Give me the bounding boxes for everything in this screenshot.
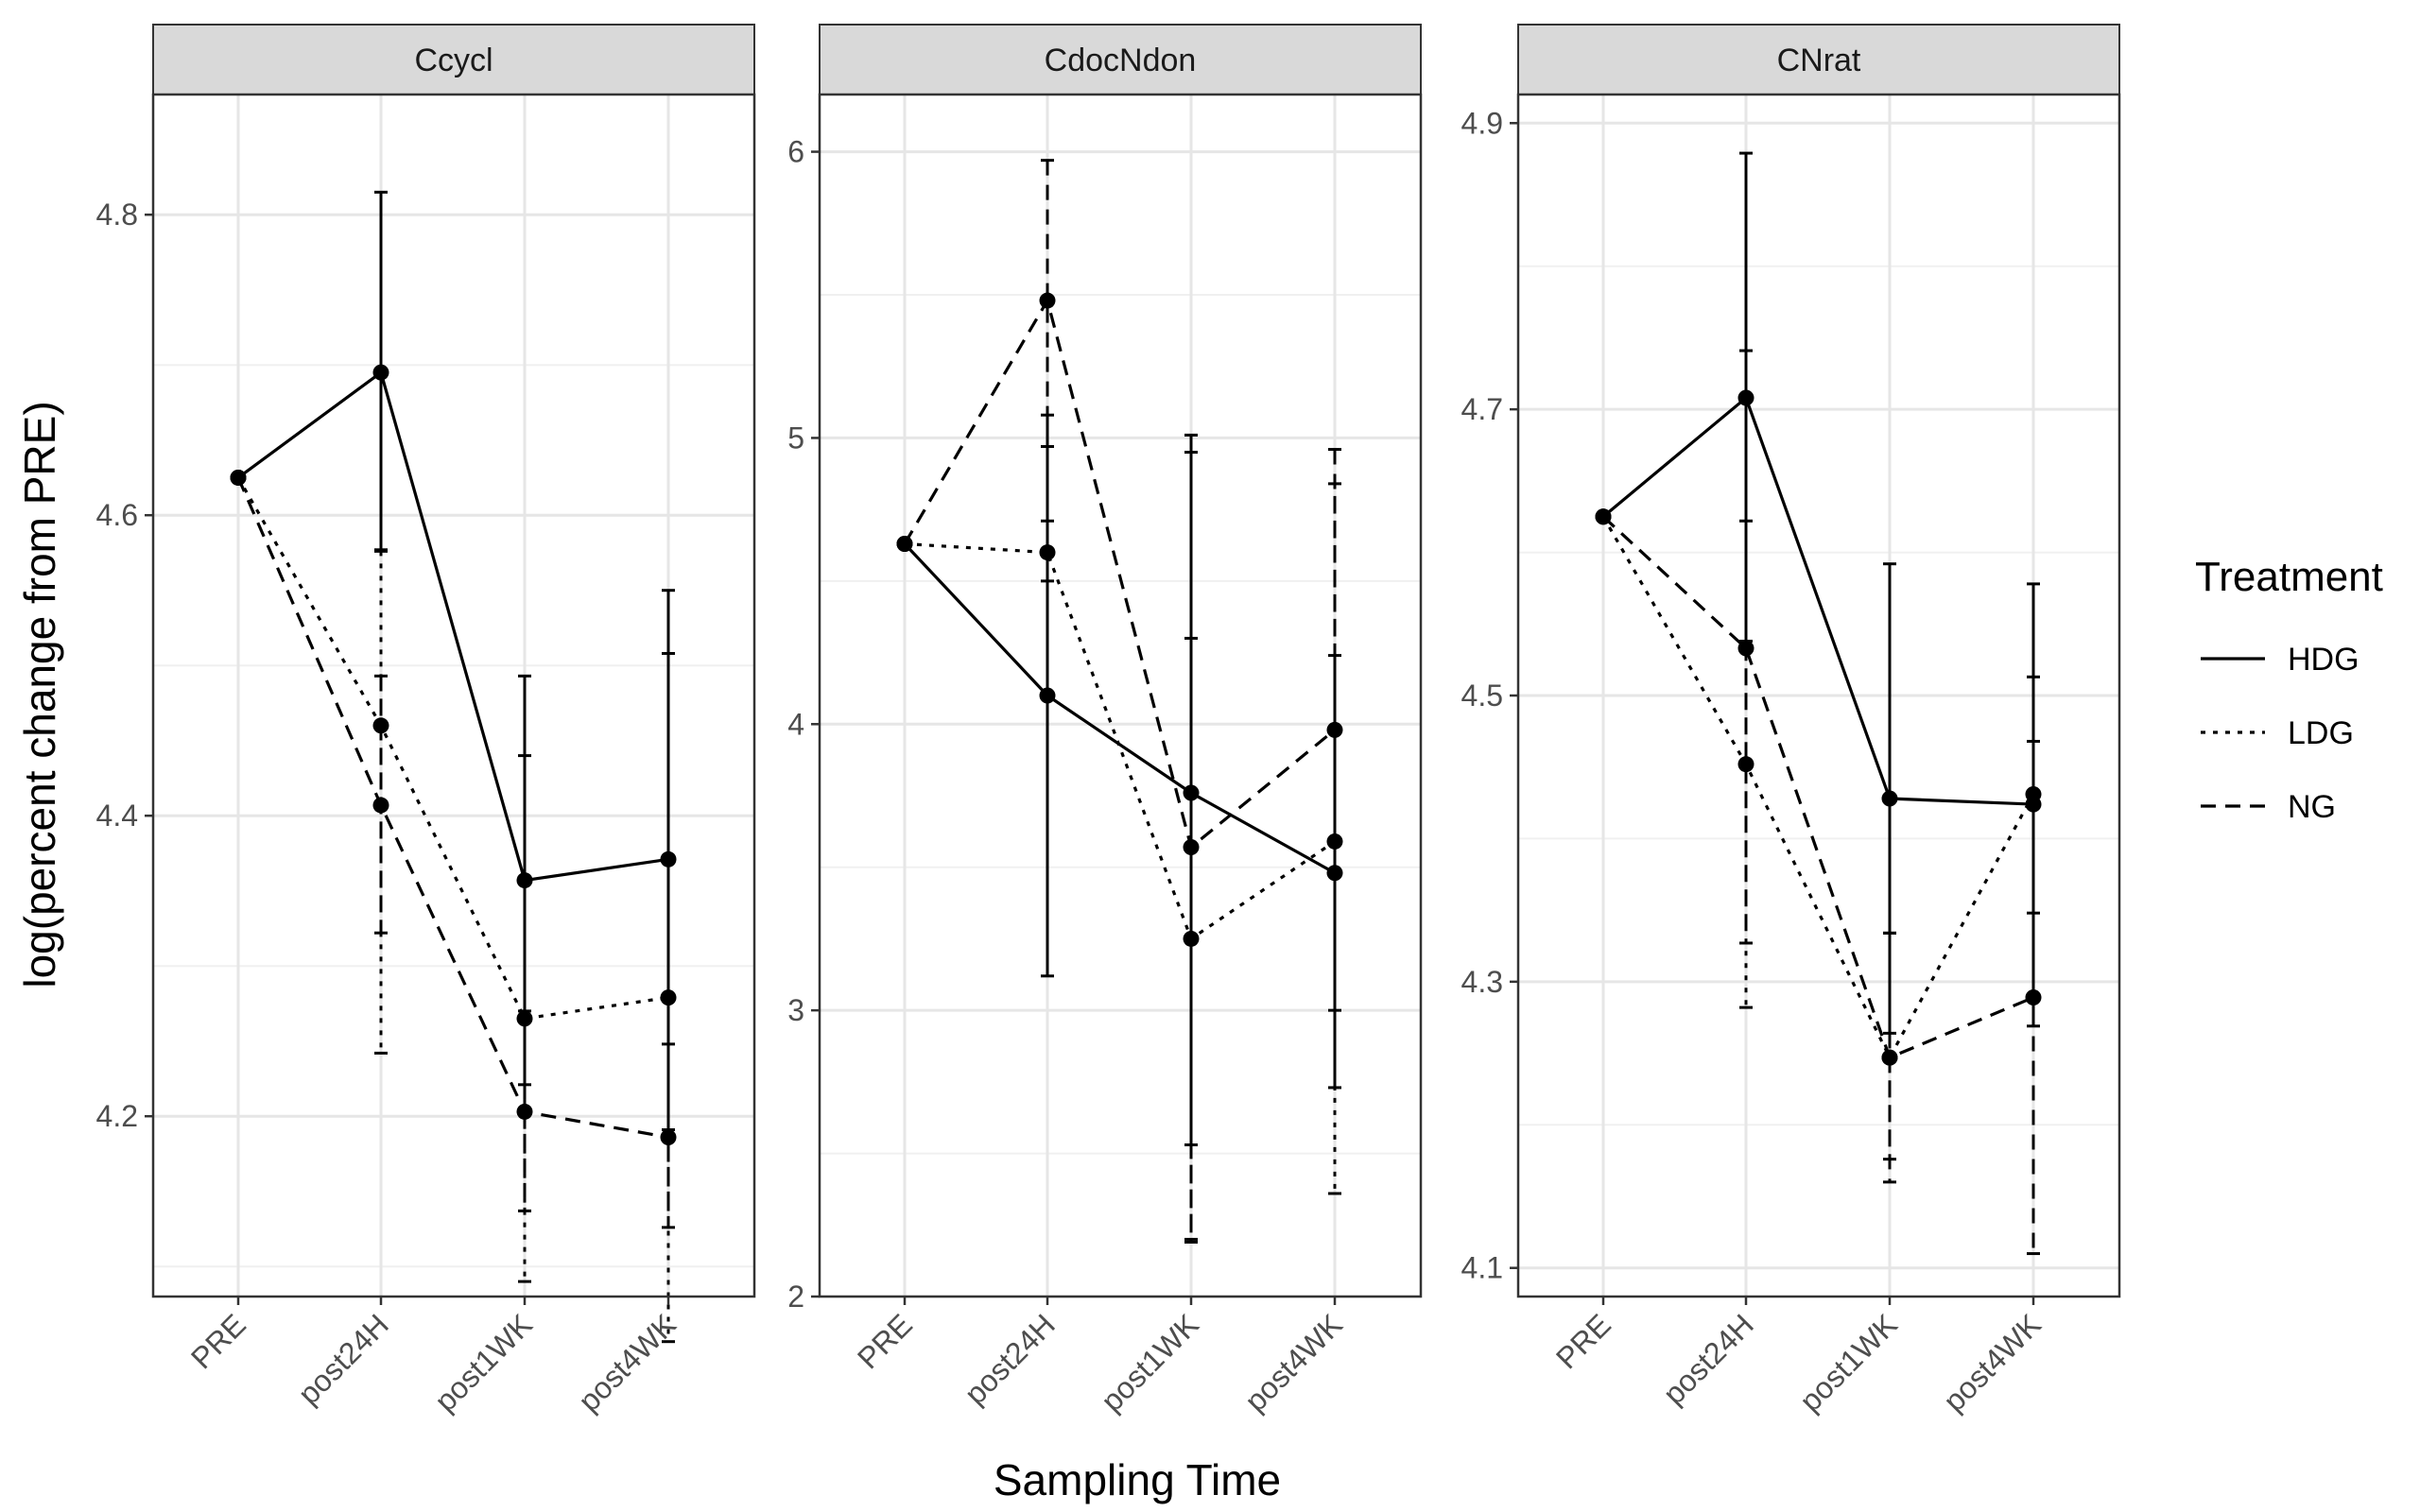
plot-background: [820, 94, 1421, 1297]
data-point: [1326, 721, 1343, 738]
series-ng: [230, 469, 677, 1229]
y-tick-label: 4.2: [96, 1099, 138, 1133]
legend-key-ldg: LDG: [2201, 715, 2354, 751]
data-point: [1039, 687, 1056, 704]
data-point: [660, 989, 677, 1006]
y-tick-label: 4.9: [1461, 106, 1503, 140]
data-point: [660, 1128, 677, 1145]
panel-strip-label: Ccycl: [414, 43, 493, 78]
data-point: [1737, 389, 1754, 406]
data-point: [1881, 1049, 1898, 1066]
y-tick-label: 2: [787, 1280, 804, 1314]
panel-strip-label: CNrat: [1777, 43, 1861, 78]
data-point: [1881, 790, 1898, 807]
data-point: [896, 535, 913, 552]
data-point: [1183, 930, 1200, 947]
y-tick-label: 4.6: [96, 498, 138, 532]
data-point: [1039, 292, 1056, 309]
series-line: [903, 296, 1337, 850]
data-point: [660, 850, 677, 868]
data-point: [1326, 833, 1343, 850]
panel-border: [151, 93, 756, 1298]
data-point: [230, 469, 247, 486]
legend-key-label: LDG: [2288, 715, 2354, 751]
data-point: [1737, 756, 1754, 773]
y-tick-label: 5: [787, 421, 804, 455]
panel-border: [818, 93, 1423, 1298]
data-point: [1183, 839, 1200, 856]
legend-key-hdg: HDG: [2201, 642, 2360, 678]
y-tick-label: 4.7: [1461, 392, 1503, 426]
data-point: [1039, 544, 1056, 561]
y-tick-label: 4.5: [1461, 679, 1503, 713]
legend-key-label: NG: [2288, 789, 2336, 825]
legend: Treatment HDG LDG NG: [2195, 554, 2383, 825]
x-axis-title: Sampling Time: [994, 1455, 1281, 1504]
legend-key-ng: NG: [2201, 789, 2336, 825]
series-line: [1601, 395, 2034, 806]
data-point: [516, 1103, 533, 1120]
series-line: [236, 476, 669, 1140]
series-line: [1601, 515, 2035, 1061]
plot-background: [153, 94, 754, 1297]
y-tick-label: 4.8: [96, 198, 138, 232]
panel-strip: [1517, 24, 2120, 95]
panel-strip: [819, 24, 1422, 95]
series-ng: [896, 159, 1343, 1244]
data-point: [372, 364, 389, 381]
y-tick-label: 4.3: [1461, 965, 1503, 999]
series-ng: [1595, 349, 2042, 1256]
y-tick-label: 4.4: [96, 799, 138, 833]
y-axis-title: log(percent change from PRE): [15, 401, 64, 988]
legend-keys: HDG LDG NG: [2201, 642, 2360, 825]
data-point: [1183, 784, 1200, 801]
panel-strip-label: CdocNdon: [1045, 43, 1197, 78]
y-tick-label: 3: [787, 993, 804, 1027]
data-point: [1737, 640, 1754, 657]
legend-key-label: HDG: [2288, 642, 2360, 678]
series-line: [237, 369, 669, 883]
series-line: [904, 541, 1336, 941]
panel-strip: [152, 24, 755, 95]
legend-title: Treatment: [2195, 554, 2383, 600]
data-point: [1595, 508, 1612, 525]
y-tick-label: 4: [787, 707, 804, 741]
y-tick-label: 4.1: [1461, 1251, 1503, 1285]
data-point: [2025, 989, 2042, 1006]
data-point: [372, 797, 389, 814]
y-tick-label: 6: [787, 135, 804, 169]
